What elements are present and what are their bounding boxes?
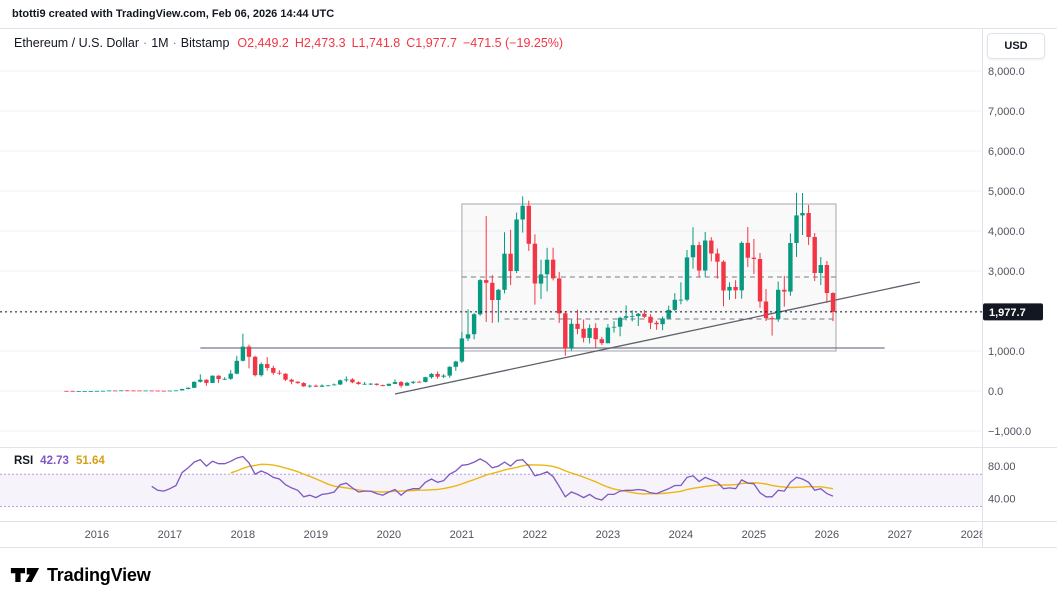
tradingview-logo-icon[interactable]	[10, 563, 40, 587]
svg-text:2016: 2016	[85, 529, 109, 541]
attribution-bar: btotti9 created with TradingView.com, Fe…	[0, 0, 1057, 28]
rsi-ma-value: 51.64	[75, 455, 105, 467]
svg-text:7,000.0: 7,000.0	[988, 106, 1025, 118]
exchange-label: Bitstamp	[180, 36, 230, 50]
svg-text:2025: 2025	[742, 529, 766, 541]
currency-toggle-button[interactable]: USD	[987, 33, 1045, 59]
chart-area: 8,000.0 7,000.0 6,000.0 5,000.0 4,000.0 3,000…	[0, 28, 1057, 560]
svg-text:−1,000.0: −1,000.0	[988, 426, 1031, 438]
svg-text:1,000.0: 1,000.0	[988, 346, 1025, 358]
svg-text:40.00: 40.00	[988, 493, 1016, 505]
svg-text:2019: 2019	[304, 529, 328, 541]
close-value: C1,977.7	[406, 36, 457, 50]
svg-text:2026: 2026	[815, 529, 839, 541]
currency-label: USD	[1004, 40, 1028, 52]
ohlc-values: O2,449.2 H2,473.3 L1,741.8 C1,977.7 −471.5 (…	[237, 36, 569, 50]
legend-separator: ·	[143, 36, 148, 50]
svg-text:6,000.0: 6,000.0	[988, 146, 1025, 158]
low-value: L1,741.8	[351, 36, 401, 50]
rsi-value: 42.73	[40, 455, 69, 467]
svg-text:4,000.0: 4,000.0	[988, 226, 1025, 238]
attribution-text: btotti9 created with TradingView.com, Fe…	[12, 8, 335, 20]
svg-text:2027: 2027	[888, 529, 912, 541]
symbol-name[interactable]: Ethereum / U.S. Dollar	[14, 36, 140, 50]
svg-text:80.00: 80.00	[988, 461, 1016, 473]
interval-label[interactable]: 1M	[151, 36, 169, 50]
svg-text:2021: 2021	[450, 529, 474, 541]
svg-text:5,000.0: 5,000.0	[988, 186, 1025, 198]
chart-canvas[interactable]: 8,000.0 7,000.0 6,000.0 5,000.0 4,000.0 3,000…	[0, 28, 1057, 560]
svg-text:2022: 2022	[523, 529, 547, 541]
svg-text:8,000.0: 8,000.0	[988, 66, 1025, 78]
open-value: O2,449.2	[237, 36, 289, 50]
svg-text:2023: 2023	[596, 529, 620, 541]
svg-text:1,977.7: 1,977.7	[989, 307, 1026, 319]
high-value: H2,473.3	[294, 36, 346, 50]
svg-text:2020: 2020	[377, 529, 401, 541]
rsi-title[interactable]: RSI	[14, 455, 34, 467]
rsi-legend: RSI 42.73 51.64	[14, 455, 105, 467]
svg-text:0.0: 0.0	[988, 386, 1003, 398]
svg-text:2017: 2017	[158, 529, 182, 541]
brand-name[interactable]: TradingView	[47, 564, 151, 585]
symbol-legend: Ethereum / U.S. Dollar · 1M · Bitstamp O2,449…	[14, 36, 569, 50]
svg-text:2028: 2028	[961, 529, 985, 541]
svg-text:2024: 2024	[669, 529, 693, 541]
svg-text:3,000.0: 3,000.0	[988, 266, 1025, 278]
change-value: −471.5 (−19.25%)	[462, 36, 564, 50]
legend-separator: ·	[172, 36, 177, 50]
svg-text:2018: 2018	[231, 529, 255, 541]
brand-footer: TradingView	[10, 563, 151, 587]
